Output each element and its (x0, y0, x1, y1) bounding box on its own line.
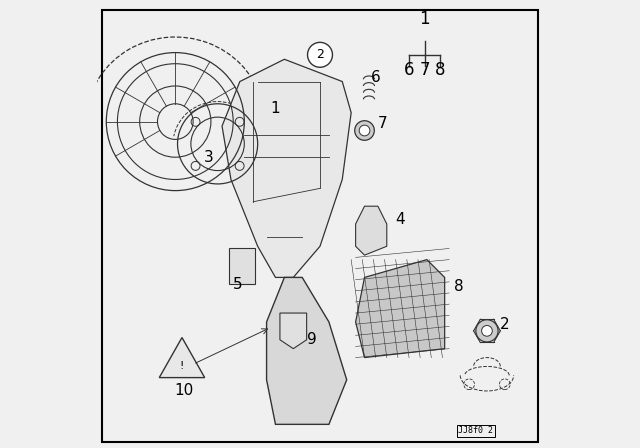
Text: 7: 7 (419, 61, 430, 79)
Text: 8: 8 (454, 279, 463, 294)
Polygon shape (159, 337, 205, 378)
Text: 10: 10 (175, 383, 194, 398)
Circle shape (308, 43, 332, 67)
Text: 3: 3 (204, 150, 214, 165)
Circle shape (359, 125, 370, 136)
Text: 1: 1 (419, 10, 430, 28)
Text: 2: 2 (500, 317, 510, 332)
Polygon shape (356, 206, 387, 255)
FancyBboxPatch shape (102, 10, 538, 442)
FancyBboxPatch shape (228, 249, 255, 284)
Polygon shape (267, 277, 347, 424)
Polygon shape (280, 313, 307, 349)
Text: 9: 9 (307, 332, 316, 347)
Text: 6: 6 (404, 61, 414, 79)
Circle shape (476, 320, 498, 342)
Polygon shape (222, 59, 351, 277)
Text: 2: 2 (316, 48, 324, 61)
Text: 7: 7 (378, 116, 387, 131)
Circle shape (482, 326, 492, 336)
Text: 5: 5 (233, 276, 243, 292)
Circle shape (355, 121, 374, 140)
Text: 4: 4 (396, 212, 405, 227)
Text: !: ! (180, 362, 184, 371)
Polygon shape (356, 260, 445, 358)
Text: JJ8f0 2: JJ8f0 2 (458, 426, 493, 435)
Text: 6: 6 (371, 69, 381, 85)
Text: 8: 8 (435, 61, 445, 79)
Text: 1: 1 (271, 101, 280, 116)
